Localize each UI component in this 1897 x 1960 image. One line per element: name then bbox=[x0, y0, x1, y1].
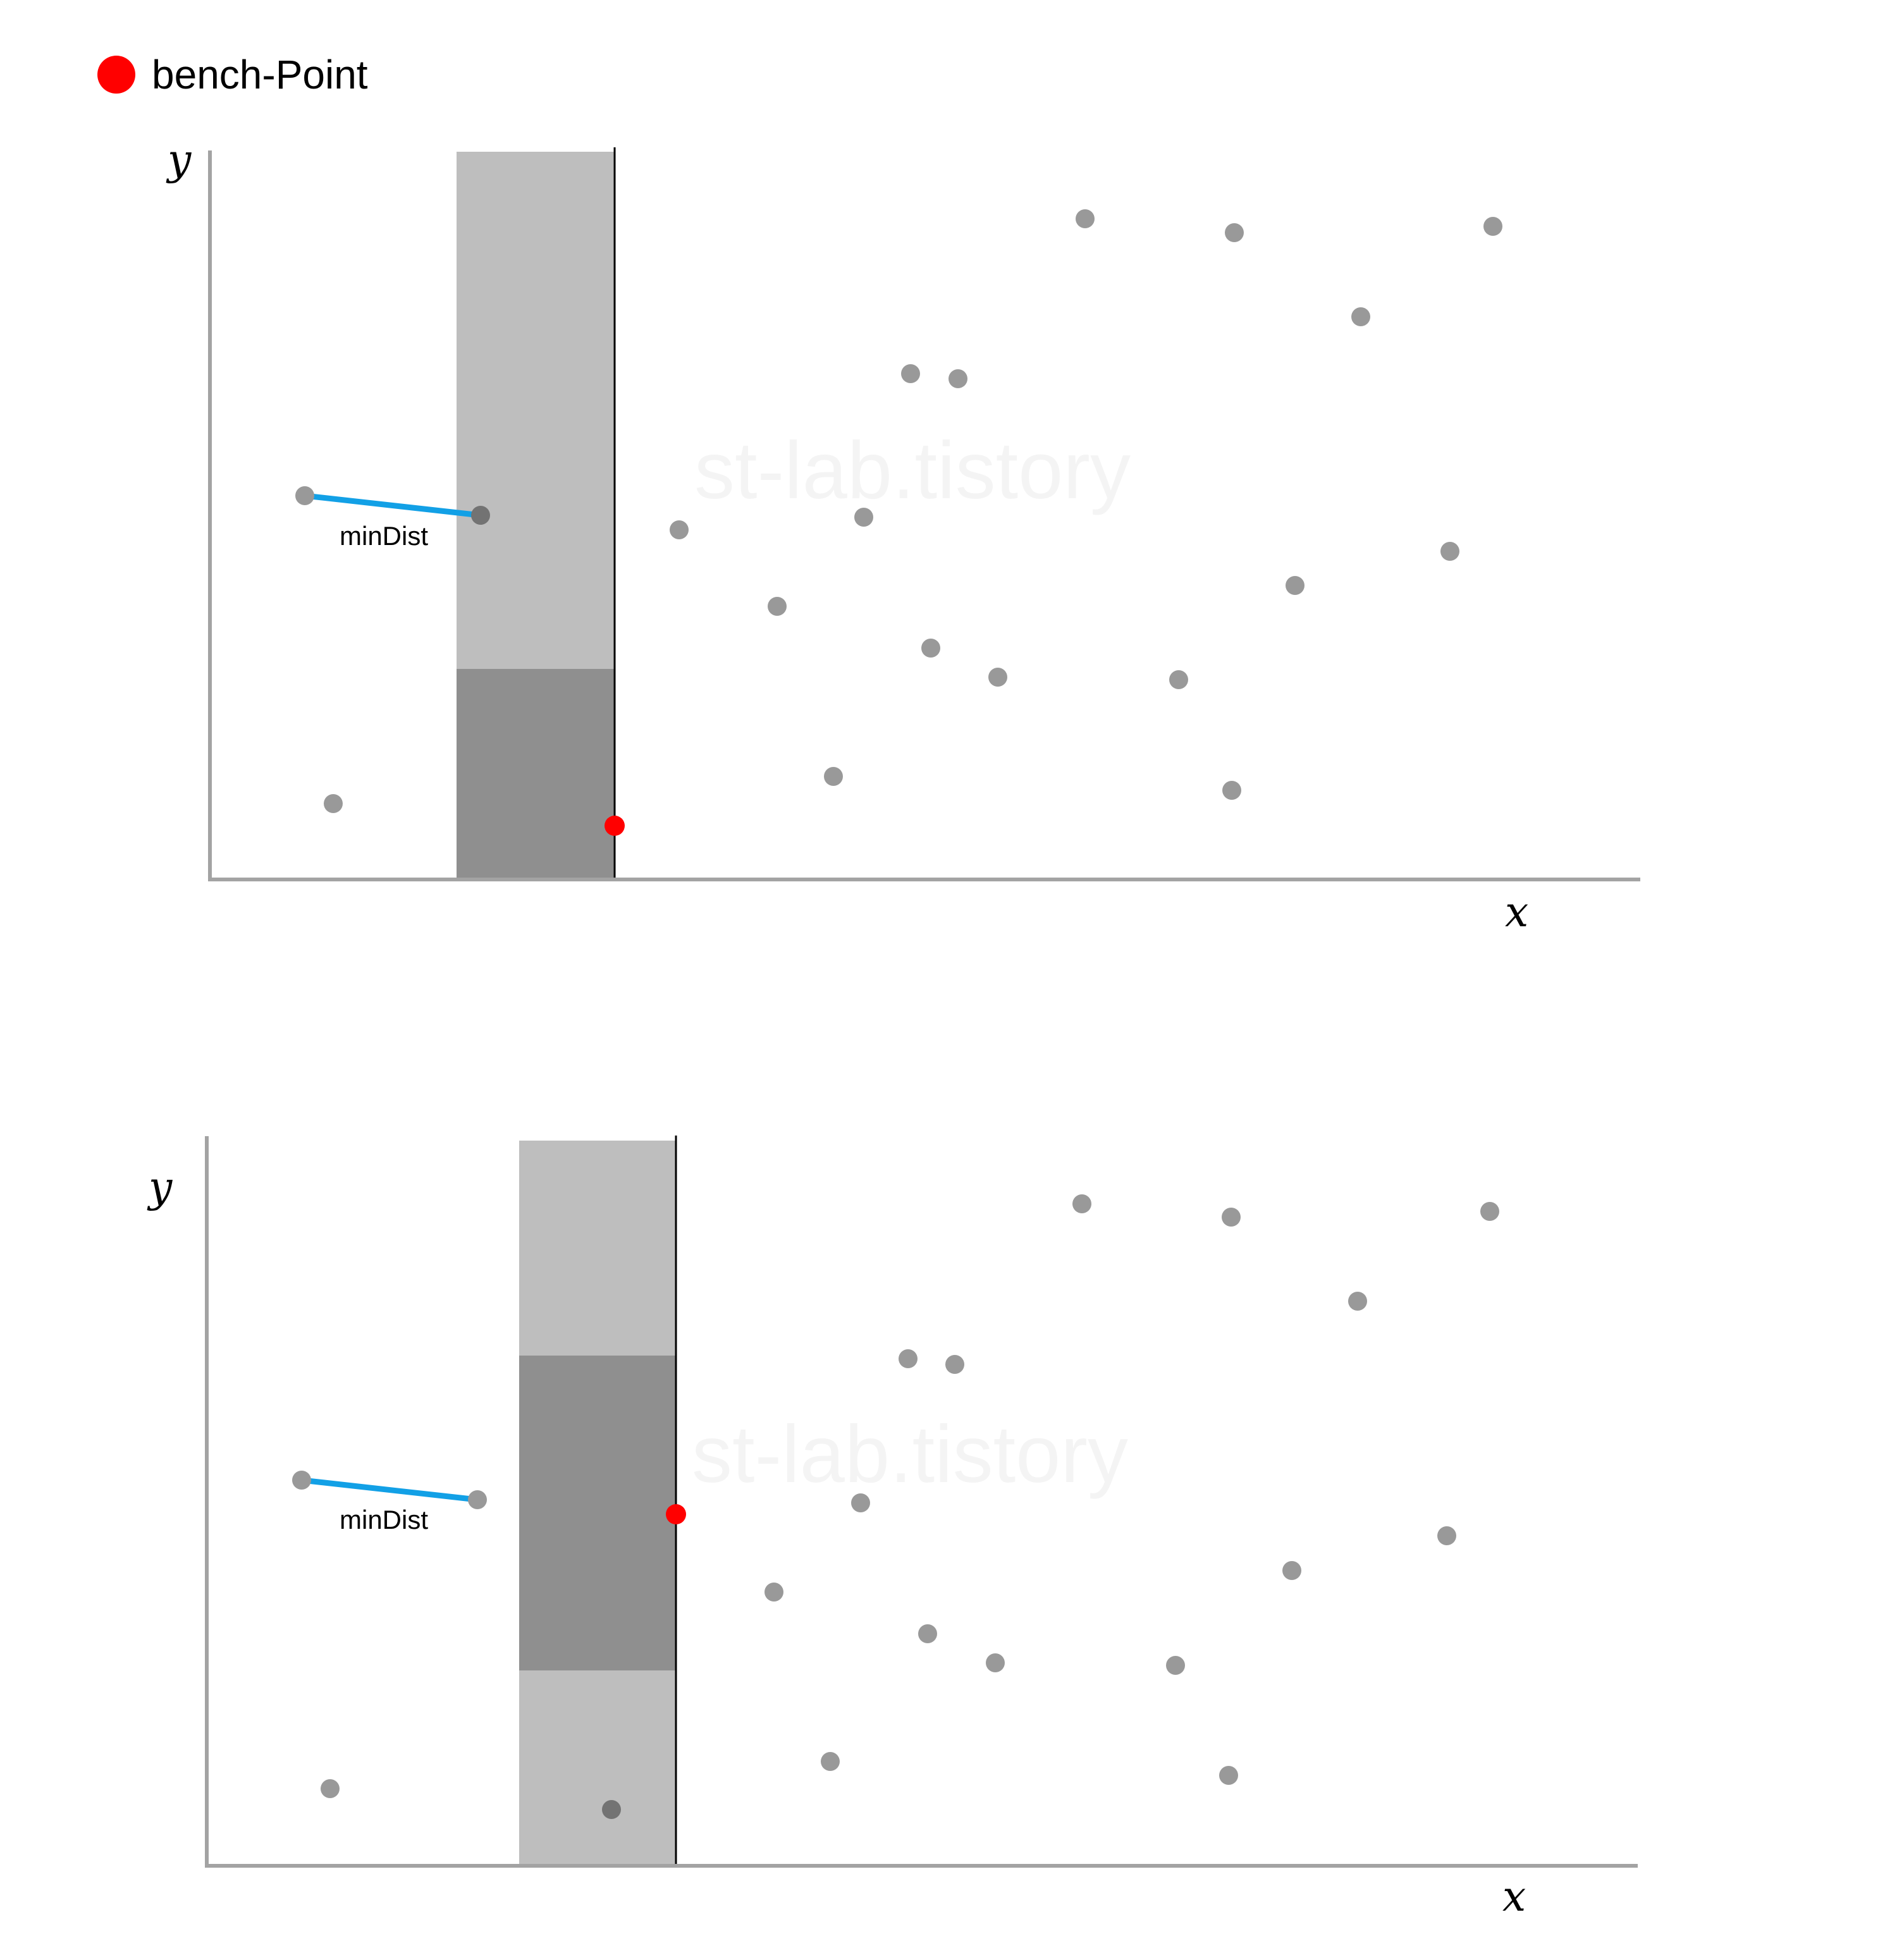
point bbox=[321, 1779, 340, 1798]
point bbox=[1348, 1292, 1367, 1311]
point bbox=[854, 508, 873, 527]
point bbox=[324, 794, 343, 813]
watermark: st-lab.tistory bbox=[692, 1409, 1128, 1500]
candidate-window bbox=[457, 669, 615, 879]
x-axis-label: x bbox=[1502, 1872, 1526, 1921]
point bbox=[901, 364, 920, 383]
legend: bench-Point bbox=[97, 52, 368, 97]
point bbox=[988, 668, 1007, 687]
bench-point bbox=[666, 1504, 686, 1524]
point bbox=[468, 1490, 487, 1509]
point bbox=[670, 520, 689, 539]
point bbox=[918, 1624, 937, 1643]
point bbox=[764, 1583, 783, 1602]
point-in-strip bbox=[602, 1800, 621, 1819]
candidate-window bbox=[519, 1356, 676, 1670]
point bbox=[821, 1752, 840, 1771]
point bbox=[295, 486, 314, 505]
point bbox=[1437, 1526, 1456, 1545]
panel-bottom: st-lab.tistory y x minDist bbox=[147, 1136, 1638, 1921]
point bbox=[1222, 781, 1241, 800]
point bbox=[1222, 1208, 1241, 1227]
point bbox=[1286, 576, 1305, 595]
bench-point bbox=[605, 816, 625, 836]
point bbox=[921, 639, 940, 658]
point bbox=[1072, 1194, 1091, 1213]
legend-label: bench-Point bbox=[152, 52, 368, 97]
y-axis-label: y bbox=[166, 135, 192, 184]
point bbox=[1282, 1561, 1301, 1580]
x-axis-label: x bbox=[1505, 888, 1528, 936]
y-axis-label: y bbox=[147, 1163, 173, 1211]
point bbox=[1219, 1766, 1238, 1785]
point bbox=[1169, 670, 1188, 689]
point bbox=[1351, 307, 1370, 326]
point bbox=[851, 1493, 870, 1512]
point bbox=[945, 1355, 964, 1374]
min-dist-label: minDist bbox=[340, 1505, 428, 1534]
point bbox=[1225, 223, 1244, 242]
point bbox=[899, 1349, 918, 1368]
point bbox=[1440, 542, 1459, 561]
point bbox=[986, 1653, 1005, 1672]
point bbox=[1166, 1656, 1185, 1675]
panel-top: st-lab.tistory y x minDist bbox=[166, 135, 1640, 936]
min-dist-line bbox=[304, 493, 481, 518]
point bbox=[1483, 217, 1502, 236]
point bbox=[824, 767, 843, 786]
min-dist-label: minDist bbox=[340, 521, 428, 551]
point-set bbox=[295, 209, 1502, 813]
legend-bench-point-marker bbox=[97, 56, 135, 94]
min-dist-line bbox=[301, 1477, 478, 1503]
point-set bbox=[292, 1194, 1499, 1798]
point bbox=[1480, 1202, 1499, 1221]
watermark: st-lab.tistory bbox=[694, 426, 1131, 516]
point bbox=[1076, 209, 1095, 228]
point-in-window bbox=[471, 506, 490, 525]
point bbox=[948, 369, 967, 388]
point bbox=[768, 597, 787, 616]
point bbox=[292, 1471, 311, 1490]
